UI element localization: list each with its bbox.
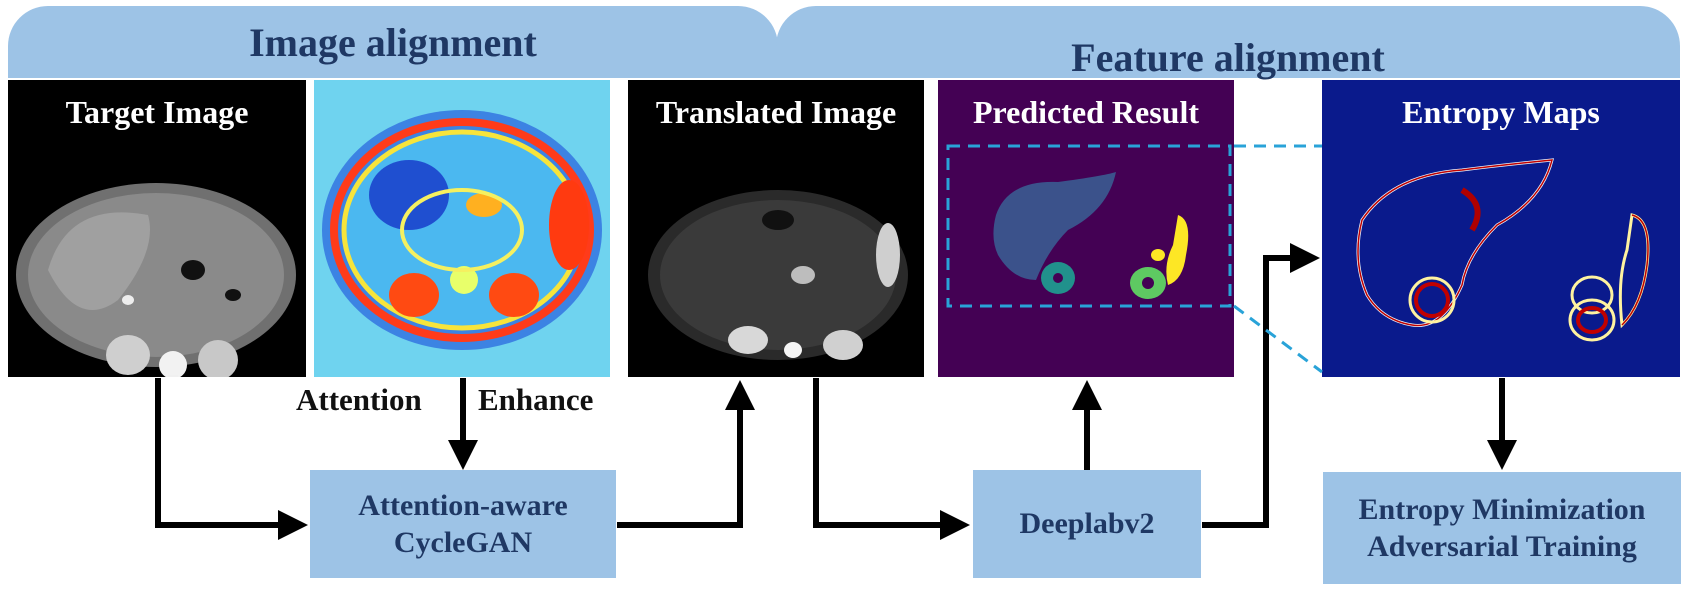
- cyclegan-to-translated-arrow: [617, 380, 755, 528]
- entropy-line2: Adversarial Training: [1367, 530, 1637, 563]
- ct-scan-image: [16, 183, 296, 377]
- attention-label: Attention: [296, 382, 422, 417]
- image-alignment-title: Image alignment: [249, 19, 537, 65]
- feature-alignment-banner: Feature alignment: [776, 6, 1680, 80]
- target-image-title: Target Image: [65, 94, 249, 130]
- translated-image-title: Translated Image: [655, 94, 897, 130]
- enhance-label: Enhance: [478, 382, 594, 417]
- mri-image: [648, 190, 908, 360]
- entropy-minimization-box: Entropy Minimization Adversarial Trainin…: [1323, 472, 1681, 584]
- translated-to-deeplab-arrow: [813, 378, 970, 540]
- zoom-line-bottom: [1233, 304, 1323, 374]
- translated-image-panel: Translated Image: [628, 80, 924, 377]
- attention-aware-cyclegan-box: Attention-aware CycleGAN: [310, 470, 616, 578]
- cyclegan-line1: Attention-aware: [358, 488, 568, 522]
- attention-map-panel: [314, 80, 610, 377]
- feature-alignment-title: Feature alignment: [1071, 34, 1385, 80]
- predicted-result-title: Predicted Result: [972, 94, 1200, 130]
- entropy-maps-title: Entropy Maps: [1402, 94, 1600, 130]
- image-alignment-banner: Image alignment: [8, 6, 778, 78]
- deeplabv2-box: Deeplabv2: [973, 470, 1201, 578]
- predicted-result-panel: Predicted Result: [938, 80, 1234, 377]
- cyclegan-line2: CycleGAN: [393, 526, 533, 559]
- target-image-panel: Target Image: [8, 80, 306, 377]
- entropy-map-image: [1356, 158, 1650, 342]
- attention-heatmap-image: [314, 80, 610, 377]
- entropy-maps-panel: Entropy Maps: [1322, 80, 1680, 377]
- entropy-line1: Entropy Minimization: [1358, 492, 1646, 526]
- deeplabv2-label: Deeplabv2: [1019, 507, 1155, 541]
- target-to-cyclegan-arrow: [155, 378, 308, 540]
- segmentation-image: [946, 144, 1232, 308]
